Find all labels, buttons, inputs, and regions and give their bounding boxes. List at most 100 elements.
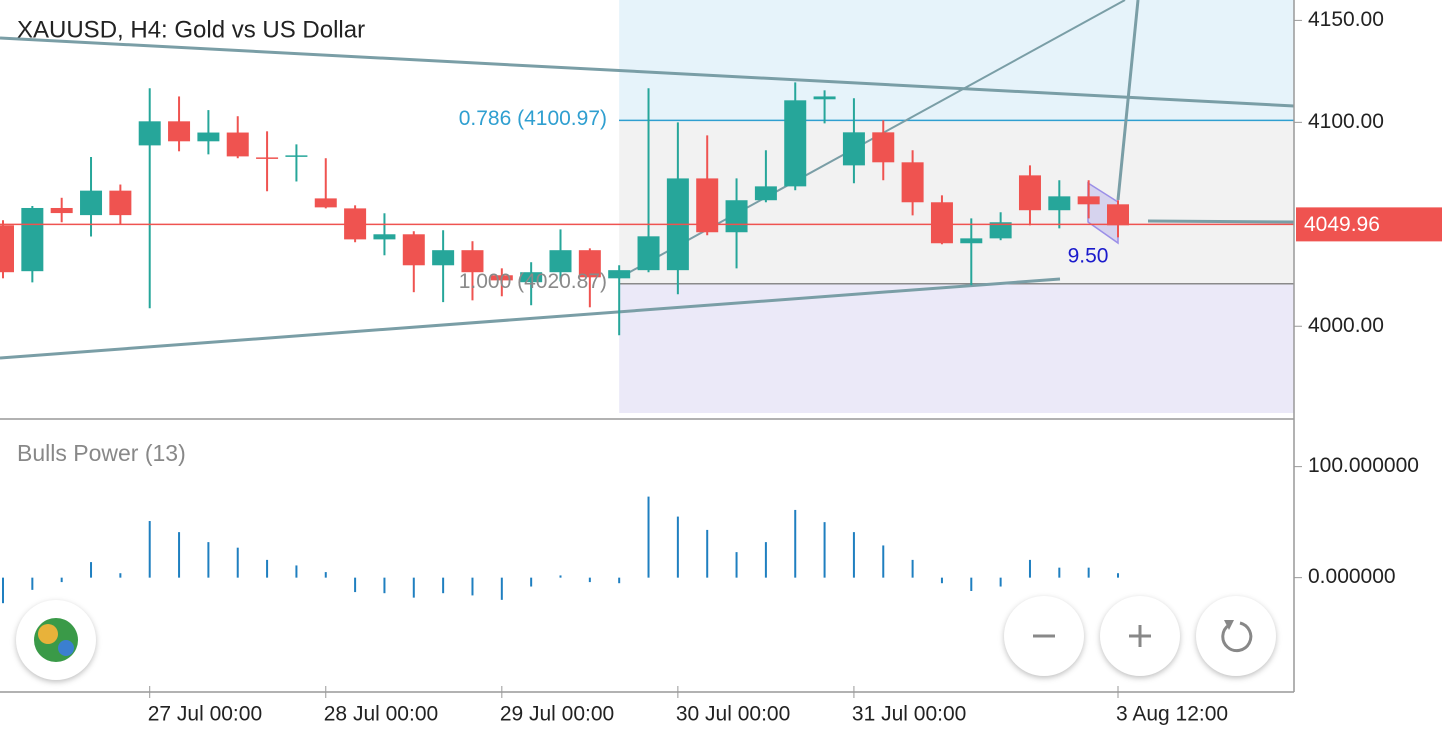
candle-body (960, 238, 983, 244)
bull-power-bar (940, 577, 943, 584)
x-tick-label: 3 Aug 12:00 (1116, 703, 1228, 726)
bull-power-bar (530, 577, 533, 587)
bull-power-bar (735, 552, 738, 578)
candle-body (226, 132, 249, 157)
candle-body (373, 234, 396, 240)
app-logo (16, 600, 96, 680)
bull-power-bar (1028, 559, 1031, 578)
x-tick-label: 30 Jul 00:00 (676, 703, 790, 726)
annotation: 9.50 (1068, 245, 1109, 268)
zoom-in-button[interactable] (1100, 596, 1180, 676)
bull-power-bar (383, 577, 386, 594)
bull-power-bar (970, 577, 973, 591)
bull-power-bar (618, 577, 621, 584)
candle-body (1018, 175, 1041, 211)
bull-power-bar (236, 547, 239, 578)
candle-body (21, 207, 44, 272)
trend-line (0, 36, 1295, 108)
fib-label: 1.000 (4020.87) (459, 270, 607, 293)
bull-power-bar (90, 562, 93, 578)
candle-body (1107, 204, 1129, 226)
candle-body (813, 96, 836, 100)
bull-power-bar (676, 516, 679, 578)
candle-body (725, 200, 748, 233)
bull-power-bar (324, 572, 327, 578)
bull-power-bar (1058, 567, 1061, 578)
bull-power-bar (559, 575, 562, 578)
y-tick-label: 0.000000 (1308, 565, 1396, 588)
trend-line (1147, 219, 1295, 224)
bull-power-bar (1087, 567, 1090, 578)
bull-power-bar (207, 542, 210, 578)
candle-body (578, 250, 601, 278)
bull-power-bar (295, 565, 298, 578)
candle-body (138, 121, 161, 146)
candle-body (784, 100, 807, 187)
y-tick-label: 100.000000 (1308, 454, 1419, 477)
candle-body (285, 155, 308, 157)
bull-power-bar (500, 577, 503, 600)
bull-power-bar (31, 577, 34, 590)
bull-power-bar (412, 577, 415, 598)
candle-body (549, 250, 572, 273)
bull-power-bar (764, 542, 767, 578)
x-tick-label: 28 Jul 00:00 (324, 703, 438, 726)
bull-power-bar (823, 522, 826, 578)
x-tick-label: 31 Jul 00:00 (852, 703, 966, 726)
y-tick-label: 4000.00 (1308, 314, 1384, 337)
zoom-out-button[interactable] (1004, 596, 1084, 676)
candle-body (314, 198, 337, 208)
candle-body (930, 202, 953, 244)
candle-body (608, 270, 631, 279)
bull-power-bar (354, 577, 357, 593)
indicator-title: Bulls Power (13) (17, 440, 186, 466)
bull-power-bar (2, 577, 4, 604)
candle-body (0, 225, 14, 273)
candle-body (1077, 196, 1100, 205)
x-tick-label: 29 Jul 00:00 (500, 703, 614, 726)
bull-power-bar (178, 532, 181, 578)
candle-body (256, 157, 279, 159)
logo-globe (58, 640, 74, 656)
candle-body (1048, 196, 1071, 211)
button-bg[interactable] (1196, 596, 1276, 676)
bull-power-bar (119, 573, 122, 578)
fib-zone (619, 0, 1294, 121)
reset-icon (1221, 621, 1253, 653)
candle-body (901, 162, 924, 203)
candle-body (696, 178, 719, 233)
fib-zone (619, 283, 1294, 413)
candle-body (872, 132, 895, 163)
reset-button[interactable] (1196, 596, 1276, 676)
candle-body (432, 250, 455, 266)
candle-body (754, 186, 777, 201)
candle-body (461, 250, 484, 273)
candle-body (490, 275, 513, 281)
bull-power-bar (999, 577, 1002, 587)
bull-power-bar (882, 545, 885, 578)
fib-label: 0.786 (4100.97) (459, 107, 607, 130)
bull-power-bar (911, 559, 914, 578)
trend-line (1116, 0, 1140, 201)
last-price-label: 4049.96 (1304, 213, 1380, 236)
plot (0, 82, 1294, 604)
bull-power-bar (148, 521, 151, 578)
candle-body (109, 190, 132, 216)
x-tick-label: 27 Jul 00:00 (148, 703, 262, 726)
bull-power-bar (647, 496, 650, 578)
y-tick-label: 4150.00 (1308, 8, 1384, 31)
fib-zone (619, 120, 1294, 284)
bull-power-bar (60, 577, 63, 583)
candle-body (197, 132, 220, 142)
drawings (0, 0, 1295, 360)
chart-title: XAUUSD, H4: Gold vs US Dollar (17, 16, 365, 43)
candle-body (80, 190, 103, 216)
bull-power-bar (706, 529, 709, 578)
bull-power-bar (852, 532, 855, 578)
bull-power-bar (471, 577, 474, 596)
bull-power-bar (588, 577, 591, 583)
y-tick-label: 4100.00 (1308, 110, 1384, 133)
fib-zones (619, 0, 1294, 413)
